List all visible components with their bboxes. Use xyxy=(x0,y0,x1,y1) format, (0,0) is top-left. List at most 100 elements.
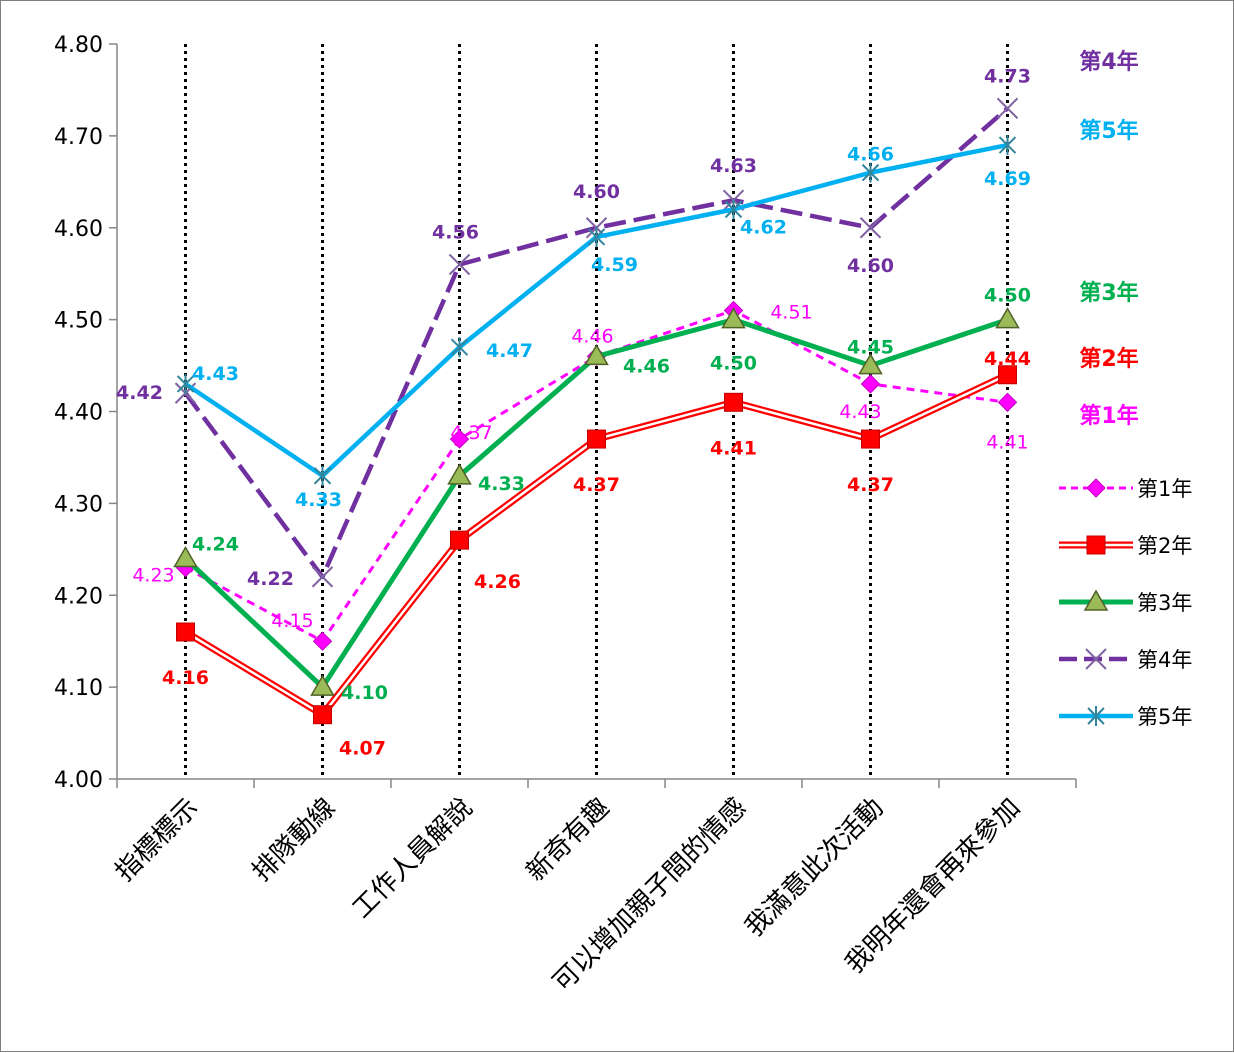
marker-7 xyxy=(997,392,1018,413)
data-label: 4.10 xyxy=(341,682,388,704)
marker-1 xyxy=(176,373,195,394)
legend-item-4: 第4年 xyxy=(1059,648,1192,672)
marker-1 xyxy=(1085,648,1107,670)
legend-label: 第3年 xyxy=(1137,591,1192,615)
marker-4 xyxy=(587,429,606,449)
marker-1 xyxy=(1086,535,1106,555)
data-label: 4.62 xyxy=(740,216,787,238)
data-label: 4.46 xyxy=(623,355,670,377)
data-label: 4.59 xyxy=(591,254,638,276)
data-label: 4.44 xyxy=(984,348,1031,370)
data-label: 4.43 xyxy=(192,363,239,385)
data-label: 4.16 xyxy=(162,667,209,689)
data-label: 4.63 xyxy=(710,155,757,177)
legend-label: 第2年 xyxy=(1137,534,1192,558)
series-2 xyxy=(176,365,1017,725)
marker-5 xyxy=(724,392,743,412)
y-tick-label: 4.30 xyxy=(54,492,103,517)
legend-item-1: 第1年 xyxy=(1059,477,1192,501)
legend-label: 第1年 xyxy=(1137,477,1192,501)
marker-6 xyxy=(859,217,882,239)
marker-6 xyxy=(860,374,881,394)
x-category-label: 新奇有趣 xyxy=(521,793,616,888)
data-label: 4.69 xyxy=(984,168,1031,190)
marker-4 xyxy=(584,343,609,366)
data-label: 4.37 xyxy=(847,474,894,496)
data-label: 4.37 xyxy=(450,422,492,444)
data-label: 4.51 xyxy=(770,301,812,323)
data-label: 4.41 xyxy=(986,431,1028,453)
data-label: 4.46 xyxy=(571,325,613,347)
legend-label: 第5年 xyxy=(1137,705,1192,729)
data-label: 4.60 xyxy=(847,255,894,277)
series-5 xyxy=(176,135,1017,486)
y-tick-label: 4.10 xyxy=(54,676,103,701)
series-end-label: 第3年 xyxy=(1079,280,1138,306)
marker-5 xyxy=(724,199,743,220)
data-label: 4.56 xyxy=(432,222,479,244)
marker-7 xyxy=(995,307,1020,329)
marker-7 xyxy=(998,135,1017,156)
marker-1 xyxy=(1083,589,1109,611)
data-label: 4.50 xyxy=(710,353,757,375)
marker-3 xyxy=(448,253,471,276)
legend-item-3: 第3年 xyxy=(1059,589,1192,615)
marker-1 xyxy=(1087,706,1105,726)
y-tick-label: 4.70 xyxy=(54,125,103,150)
marker-4 xyxy=(587,226,606,247)
data-label: 4.42 xyxy=(116,382,163,404)
data-label: 4.66 xyxy=(847,144,894,166)
marker-2 xyxy=(313,705,332,725)
y-tick-label: 4.50 xyxy=(54,309,103,334)
data-label: 4.43 xyxy=(839,401,881,423)
marker-2 xyxy=(312,631,333,651)
marker-5 xyxy=(721,307,746,329)
series-line xyxy=(183,371,1009,719)
data-label: 4.26 xyxy=(474,571,521,593)
data-label: 4.47 xyxy=(486,340,533,362)
data-label: 4.23 xyxy=(132,565,174,587)
marker-1 xyxy=(1086,478,1106,498)
y-tick-label: 4.00 xyxy=(54,768,103,793)
data-label: 4.37 xyxy=(573,474,620,496)
y-tick-label: 4.60 xyxy=(54,217,103,242)
data-label: 4.73 xyxy=(984,65,1031,87)
series-layer xyxy=(173,97,1020,725)
marker-3 xyxy=(449,429,470,449)
data-label: 4.33 xyxy=(295,489,342,511)
marker-6 xyxy=(858,353,883,375)
series-end-label: 第4年 xyxy=(1079,49,1138,75)
y-tick-label: 4.40 xyxy=(54,401,103,426)
data-label: 4.22 xyxy=(247,568,294,590)
legend-item-5: 第5年 xyxy=(1059,705,1192,729)
legend-item-2: 第2年 xyxy=(1059,534,1192,558)
data-label-layer: 4.23 4.15 4.37 4.46 4.51 4.43 4.41 4.16 4.07 4.26… xyxy=(116,65,1031,759)
data-label: 4.07 xyxy=(339,738,386,760)
x-category-label: 我滿意此次活動 xyxy=(740,793,890,943)
series-end-label: 第2年 xyxy=(1079,346,1138,372)
series-end-label: 第1年 xyxy=(1079,403,1138,429)
data-label: 4.50 xyxy=(984,285,1031,307)
marker-2 xyxy=(313,465,332,486)
data-label: 4.33 xyxy=(478,473,525,495)
y-tick-label: 4.80 xyxy=(54,33,103,58)
marker-2 xyxy=(310,674,335,696)
marker-7 xyxy=(996,97,1019,120)
x-category-label: 排隊動線 xyxy=(247,793,342,888)
series-3 xyxy=(173,307,1020,696)
series-end-label: 第5年 xyxy=(1079,118,1138,144)
data-label: 4.15 xyxy=(271,610,313,632)
data-label: 4.45 xyxy=(847,337,894,359)
marker-3 xyxy=(447,463,472,485)
marker-1 xyxy=(176,622,195,642)
series-line-inner xyxy=(184,373,1009,716)
marker-6 xyxy=(861,429,880,449)
marker-7 xyxy=(998,365,1017,385)
x-category-label: 指標標示 xyxy=(110,793,205,888)
y-tick-label: 4.20 xyxy=(54,584,103,609)
marker-3 xyxy=(450,530,469,550)
